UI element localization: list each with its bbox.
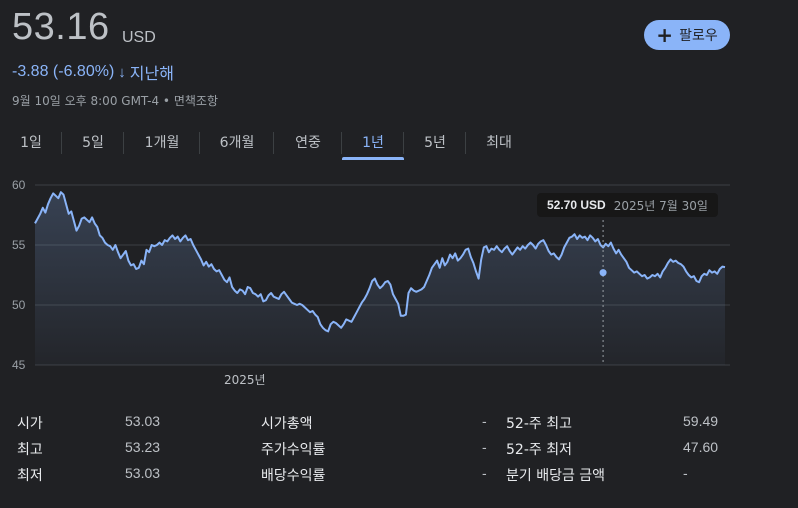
price-change: -3.88 (-6.80%) ↓ 지난해 (12, 60, 174, 84)
active-tab-indicator (342, 157, 404, 160)
stat-dividend-yield-label: 배당수익률 (261, 468, 326, 484)
follow-button[interactable]: + 팔로우 (644, 20, 730, 50)
chart-price-line (34, 191, 726, 333)
tab-6m[interactable]: 6개월 (200, 128, 274, 156)
stat-dividend-yield-value: - (482, 465, 487, 481)
price-chart[interactable]: 60 55 50 45 2025년 (0, 172, 798, 392)
stat-low-label: 최저 (17, 468, 43, 484)
stat-high-value: 53.23 (125, 439, 161, 455)
stat-qtr-dividend-label: 분기 배당금 금액 (506, 468, 606, 484)
stat-52wk-low-value: 47.60 (683, 439, 719, 455)
stat-52wk-high-value: 59.49 (683, 413, 719, 429)
tab-1y[interactable]: 1년 (342, 128, 404, 160)
stat-mktcap-value: - (482, 413, 487, 429)
stat-high-label: 최고 (17, 442, 43, 458)
stock-price: 53.16 (12, 6, 110, 48)
tooltip-date: 2025년 7월 30일 (613, 198, 708, 213)
stat-mktcap-label: 시가총액 (261, 416, 313, 432)
arrow-down-icon: ↓ (118, 63, 126, 81)
stat-open-value: 53.03 (125, 413, 161, 429)
stat-qtr-dividend-value: - (683, 465, 688, 481)
stat-open-label: 시가 (17, 416, 43, 432)
y-tick-label: 60 (12, 178, 26, 192)
tab-5d[interactable]: 5일 (62, 128, 124, 156)
tooltip-value: 52.70 USD (547, 198, 606, 212)
tab-5y[interactable]: 5년 (404, 128, 466, 156)
currency-label: USD (122, 29, 156, 46)
stat-52wk-high-label: 52-주 최고 (506, 416, 572, 432)
x-tick-label: 2025년 (224, 373, 266, 387)
stats-row: 시가 53.03 시가총액 - 52-주 최고 59.49 (0, 413, 798, 437)
follow-button-label: 팔로우 (679, 28, 718, 44)
y-tick-label: 45 (12, 358, 26, 372)
tab-1m[interactable]: 1개월 (124, 128, 200, 156)
stat-pe-value: - (482, 439, 487, 455)
timestamp-disclaimer[interactable]: 9월 10일 오후 8:00 GMT-4 • 면책조항 (12, 94, 218, 108)
chart-area-fill (35, 192, 725, 365)
stat-52wk-low-label: 52-주 최저 (506, 442, 572, 458)
hover-point (599, 269, 607, 277)
y-tick-label: 55 (12, 238, 26, 252)
tab-1d[interactable]: 1일 (0, 128, 62, 156)
y-tick-label: 50 (12, 298, 26, 312)
stat-low-value: 53.03 (125, 465, 161, 481)
tab-max[interactable]: 최대 (486, 135, 512, 151)
range-tabs: 1일 5일 1개월 6개월 연중 1년 5년 최대 (0, 128, 532, 160)
change-period: 지난해 (129, 64, 174, 83)
stats-row: 최저 53.03 배당수익률 - 분기 배당금 금액 - (0, 465, 798, 489)
chart-tooltip: 52.70 USD 2025년 7월 30일 (537, 193, 718, 217)
plus-icon: + (656, 23, 674, 47)
tab-ytd[interactable]: 연중 (274, 128, 342, 156)
stat-pe-label: 주가수익률 (261, 442, 326, 458)
change-value: -3.88 (-6.80%) (12, 63, 115, 80)
stats-row: 최고 53.23 주가수익률 - 52-주 최저 47.60 (0, 439, 798, 463)
